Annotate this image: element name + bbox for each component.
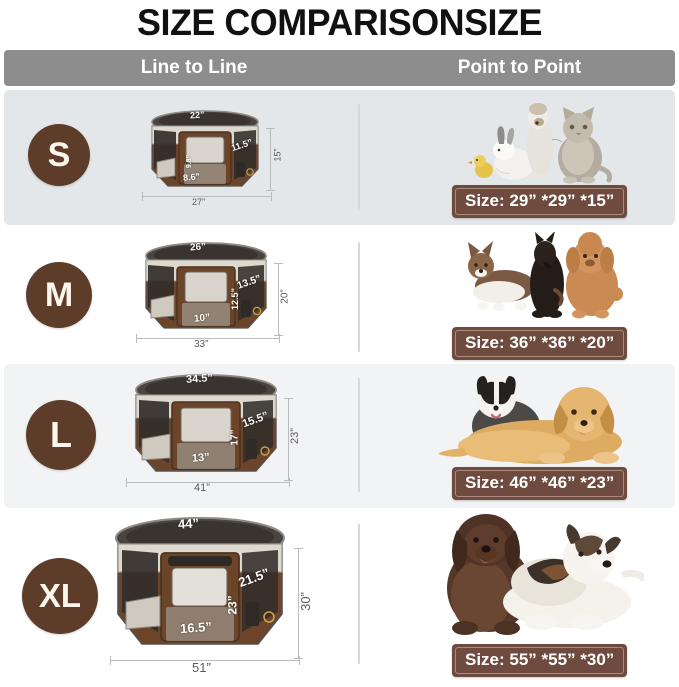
table-row-xl: XL 44” 21.5” 23” 16.5” (4, 508, 675, 684)
table-row-l: L 34.5” 15.5” 17” 13” (4, 364, 675, 508)
size-badge-m: Size: 36” *36” *20” (452, 327, 628, 360)
size-badge-text-s: Size: 29” *29” *15” (455, 188, 625, 215)
dimension-base-width-l: 41” (194, 482, 210, 494)
ruler-tick (266, 128, 275, 129)
ruler-tick (274, 335, 283, 336)
ruler-base-xl (110, 660, 300, 661)
animal-group-s (466, 102, 626, 184)
animal-group-l (434, 370, 644, 470)
ruler-height-m (278, 263, 279, 335)
ruler-tick (299, 656, 300, 665)
dimension-door-width-s: 8.6” (182, 171, 201, 183)
dimension-door-width-l: 13” (191, 451, 211, 465)
ruler-tick (284, 398, 293, 399)
table-row-s: S (4, 90, 675, 225)
dimension-top-l: 34.5” (185, 372, 214, 386)
size-badge-s: Size: 29” *29” *15” (452, 185, 628, 218)
size-badge-text-xl: Size: 55” *55” *30” (455, 647, 625, 674)
dimension-height-l: 23” (288, 428, 301, 444)
dimension-height-m: 20” (279, 289, 291, 304)
ruler-height-s (270, 128, 271, 190)
ruler-tick (294, 548, 303, 549)
ruler-height-xl (298, 548, 299, 658)
animal-group-svg-s (468, 103, 613, 184)
size-badge-circle-l: L (26, 400, 96, 470)
size-badge-circle-m: M (26, 262, 92, 328)
cat-figure (551, 107, 613, 184)
animal-group-m (459, 232, 629, 324)
playpen-svg-s (151, 110, 259, 187)
dimension-top-xl: 44” (177, 515, 200, 532)
doberman-figure (530, 232, 564, 318)
column-header-line-to-line: Line to Line (140, 57, 248, 78)
animal-group-svg-xl (447, 514, 644, 635)
playpen-illustration-m: 26” 13.5” 12.5” 10” 20” 33” (124, 236, 291, 350)
column-header-point-to-point: Point to Point (457, 57, 582, 78)
ruler-base-l (126, 482, 290, 483)
playpen-svg-l (135, 374, 277, 472)
dimension-door-width-m: 10” (193, 312, 211, 325)
dimension-door-height-s: 9.8” (186, 154, 194, 169)
size-badge-circle-xl: XL (22, 558, 98, 634)
ruler-tick (271, 192, 272, 201)
dimension-base-width-s: 27” (192, 197, 206, 207)
dimension-door-height-m: 12.5” (230, 287, 241, 311)
ruler-tick (294, 658, 303, 659)
ruler-tick (142, 192, 143, 201)
ruler-tick (274, 263, 283, 264)
row-column-divider (358, 104, 360, 209)
size-badge-xl: Size: 55” *55” *30” (452, 644, 628, 677)
animal-group-xl (429, 510, 644, 640)
ruler-tick (284, 480, 293, 481)
row-column-divider (358, 378, 360, 492)
poodle-figure (566, 232, 623, 319)
small-dog-figure (527, 103, 553, 180)
playpen-illustration-l: 34.5” 15.5” 17” 13” 23” 41” (114, 368, 301, 494)
corgi-figure (468, 241, 535, 311)
dimension-door-height-l: 17” (229, 429, 241, 446)
table-row-m: M 26” 13.5” 12.5” 10” (4, 228, 675, 368)
page-title: SIZE COMPARISONSIZE (137, 2, 542, 43)
animal-group-svg-m (468, 232, 623, 319)
dimension-height-xl: 30” (297, 592, 313, 611)
size-badge-l: Size: 46” *46” *23” (452, 467, 628, 500)
animal-group-svg-l (438, 376, 622, 464)
ruler-tick (126, 478, 127, 487)
ruler-tick (279, 334, 280, 343)
playpen-illustration-s: 22” 11.5” 9.8” 8.6” 15” 27” (130, 106, 283, 207)
ruler-tick (136, 334, 137, 343)
row-column-divider (358, 242, 360, 352)
ruler-tick (289, 478, 290, 487)
ruler-height-l (288, 398, 289, 480)
column-header-bar: Line to Line Point to Point (4, 50, 675, 86)
playpen-svg-xl (115, 517, 285, 645)
ruler-tick (110, 656, 111, 665)
dimension-top-m: 26” (189, 241, 207, 254)
ruler-base-m (136, 338, 280, 339)
ruler-base-s (142, 196, 272, 197)
newfoundland-figure (447, 514, 531, 635)
ruler-tick (266, 190, 275, 191)
dimension-door-width-xl: 16.5” (179, 618, 213, 637)
size-badge-text-m: Size: 36” *36” *20” (455, 330, 625, 357)
dimension-base-width-xl: 51” (192, 660, 211, 675)
size-badge-text-l: Size: 46” *46” *23” (455, 470, 625, 497)
playpen-svg-m (145, 242, 267, 329)
golden-retriever-figure (438, 387, 622, 464)
dimension-door-height-xl: 23” (225, 595, 240, 615)
playpen-illustration-xl: 44” 21.5” 23” 16.5” 30” 51” (96, 510, 313, 675)
saint-bernard-figure (503, 524, 644, 630)
dimension-base-width-m: 33” (194, 339, 209, 350)
row-column-divider (358, 524, 360, 664)
dimension-height-s: 15” (272, 148, 283, 162)
size-badge-circle-s: S (28, 124, 90, 186)
rabbit-figure (493, 126, 534, 180)
dimension-top-s: 22” (189, 109, 205, 121)
chick-figure (468, 155, 493, 178)
